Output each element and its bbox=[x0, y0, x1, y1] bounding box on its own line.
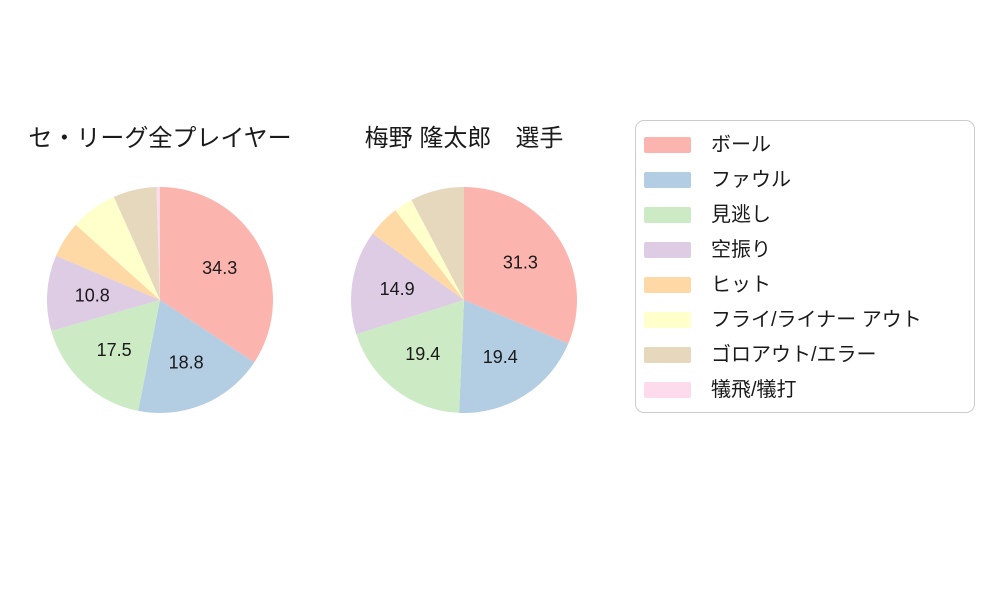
legend-item-3: 空振り bbox=[636, 232, 974, 267]
legend-item-0: ボール bbox=[636, 127, 974, 162]
legend-item-5: フライ/ライナー アウト bbox=[636, 302, 974, 337]
pie-value-label-2: 19.4 bbox=[405, 344, 440, 364]
pie-slice-6 bbox=[113, 187, 160, 300]
legend-swatch-6 bbox=[644, 347, 691, 364]
legend-item-label-4: ヒット bbox=[711, 273, 771, 296]
legend-swatch-2 bbox=[644, 206, 691, 223]
legend-swatch-7 bbox=[644, 382, 691, 399]
legend: ボールファウル見逃し空振りヒットフライ/ライナー アウト ゴロアウト/エラー 犠飛/… bbox=[635, 120, 975, 413]
pie-slice-0 bbox=[160, 187, 274, 363]
legend-item-2: 見逃し bbox=[636, 197, 974, 232]
legend-item-label-3: 空振り bbox=[711, 238, 771, 261]
pie-slice-4 bbox=[56, 224, 160, 300]
pie-slice-1 bbox=[138, 300, 255, 413]
legend-item-label-7: 犠飛/犠打 bbox=[711, 379, 797, 402]
legend-item-label-5: フライ/ライナー アウト bbox=[711, 309, 922, 332]
legend-item-1: ファウル bbox=[636, 162, 974, 197]
legend-item-6: ゴロアウト/エラー bbox=[636, 338, 974, 373]
legend-item-label-1: ファウル bbox=[711, 168, 791, 191]
pie-value-label-1: 18.8 bbox=[169, 353, 204, 373]
legend-item-4: ヒット bbox=[636, 267, 974, 302]
pie-chart-player: 31.3 19.4 19.4 14.9 bbox=[350, 187, 577, 413]
legend-swatch-4 bbox=[644, 276, 691, 293]
pie-slice-3 bbox=[350, 233, 464, 335]
pie-slice-1 bbox=[459, 300, 569, 413]
chart-title-player: 梅野 隆太郎 選手 bbox=[364, 125, 564, 152]
pie-slice-5 bbox=[75, 196, 160, 300]
pie-slice-6 bbox=[411, 187, 464, 300]
legend-item-label-2: 見逃し bbox=[711, 203, 771, 226]
legend-item-label-6: ゴロアウト/エラー bbox=[711, 344, 877, 367]
legend-swatch-5 bbox=[644, 312, 691, 329]
pie-slice-0 bbox=[464, 187, 577, 344]
pie-slice-2 bbox=[356, 300, 464, 413]
pie-slice-4 bbox=[372, 210, 464, 300]
legend-swatch-1 bbox=[644, 171, 691, 188]
pie-slice-7 bbox=[156, 187, 160, 300]
legend-swatch-3 bbox=[644, 241, 691, 258]
pie-slice-5 bbox=[395, 199, 464, 300]
pie-value-label-0: 34.3 bbox=[202, 258, 237, 278]
pie-value-label-2: 17.5 bbox=[97, 340, 132, 360]
pie-value-label-0: 31.3 bbox=[503, 252, 538, 272]
pie-slice-2 bbox=[51, 300, 160, 411]
pie-value-label-3: 10.8 bbox=[75, 286, 110, 306]
pie-slice-3 bbox=[46, 255, 161, 331]
legend-item-7: 犠飛/犠打 bbox=[636, 373, 974, 408]
pie-value-label-3: 14.9 bbox=[380, 279, 415, 299]
chart-title-league: セ・リーグ全プレイヤー bbox=[28, 125, 292, 152]
pie-chart-league: 34.3 18.8 17.5 10.8 bbox=[46, 187, 274, 413]
legend-item-label-0: ボール bbox=[711, 133, 771, 156]
legend-swatch-0 bbox=[644, 136, 691, 153]
pie-value-label-1: 19.4 bbox=[483, 347, 518, 367]
